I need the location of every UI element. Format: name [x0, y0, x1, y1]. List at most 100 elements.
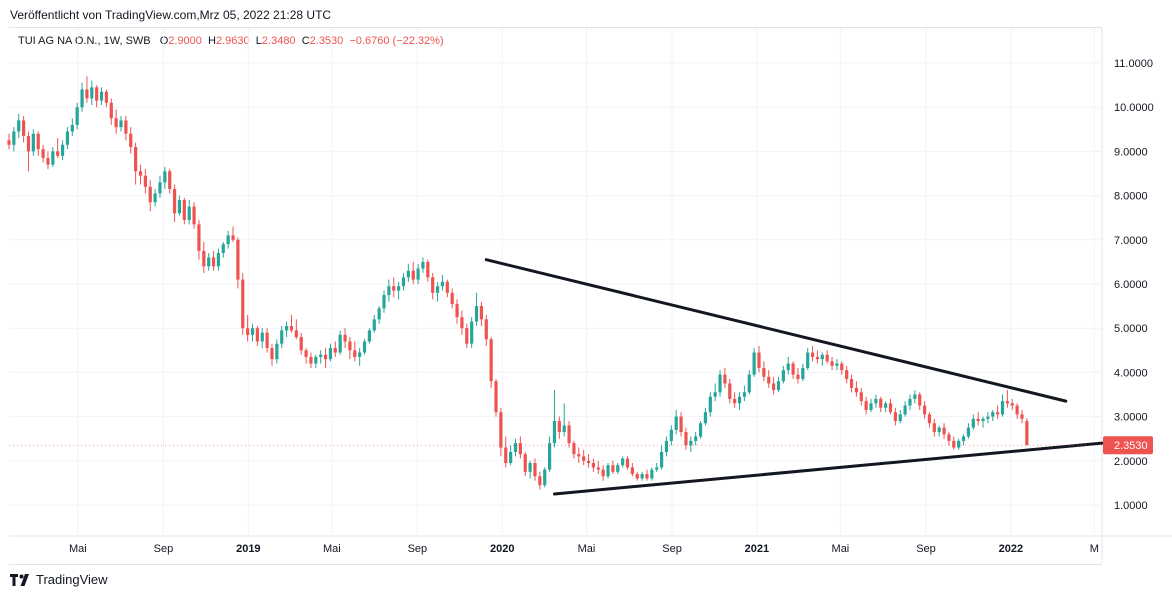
candle-body — [319, 354, 323, 357]
candle — [104, 89, 109, 108]
candle — [333, 341, 337, 357]
candle — [659, 445, 664, 470]
candle — [1020, 409, 1024, 424]
candle-body — [572, 443, 576, 455]
candle-body — [250, 328, 255, 335]
candle — [299, 332, 303, 355]
candle — [840, 361, 844, 375]
candle — [976, 412, 980, 426]
time-tick-label: Sep — [662, 543, 682, 555]
candle — [820, 352, 824, 366]
trendlines — [484, 258, 1104, 496]
candle-body — [728, 383, 732, 399]
candle-body — [747, 374, 751, 393]
candle — [392, 277, 396, 298]
candle-body — [36, 133, 40, 150]
candle — [358, 348, 362, 366]
candle — [397, 281, 401, 300]
high-label: H — [208, 35, 216, 47]
candle — [382, 290, 386, 313]
candle-body — [1000, 401, 1005, 415]
candle-body — [986, 416, 990, 419]
candle — [1005, 390, 1009, 408]
candle-body — [737, 396, 742, 404]
price-tick-label: 7.0000 — [1114, 235, 1148, 247]
candle-body — [859, 392, 863, 402]
time-tick-label: Sep — [154, 543, 174, 555]
candle-body — [698, 423, 703, 437]
candle-body — [567, 425, 571, 444]
candle — [275, 339, 279, 364]
candle — [323, 348, 328, 368]
candle — [586, 454, 591, 468]
candle — [723, 367, 727, 388]
candle-body — [562, 425, 566, 433]
candle — [913, 390, 917, 404]
candle-body — [757, 352, 761, 368]
candle-body — [1020, 414, 1024, 419]
grid-lines — [9, 28, 1172, 563]
time-tick-label: 2021 — [745, 543, 769, 555]
candle — [221, 242, 225, 258]
candle-body — [246, 328, 250, 335]
candle — [80, 82, 84, 112]
candle — [119, 116, 123, 132]
candle — [957, 438, 961, 450]
candle-body — [791, 363, 795, 375]
change-value: −0.6760 (−22.32%) — [349, 35, 444, 47]
candle — [51, 146, 55, 167]
candle-body — [903, 405, 907, 415]
high-value: 2.9630 — [216, 35, 250, 47]
candle — [168, 169, 172, 194]
candle — [650, 467, 654, 481]
candle-body — [961, 436, 966, 441]
candle-body — [723, 374, 727, 384]
candle — [416, 264, 420, 284]
candle-body — [854, 387, 859, 393]
candle-body — [499, 412, 503, 448]
candle-body — [679, 416, 683, 433]
candle — [996, 405, 1000, 419]
candle-body — [966, 427, 971, 437]
candle-body — [528, 463, 532, 472]
candle — [518, 436, 522, 459]
candle — [815, 350, 820, 364]
candle — [845, 365, 849, 384]
candle — [509, 445, 513, 466]
candle — [435, 281, 440, 302]
candle-body — [31, 133, 35, 152]
candle-body — [616, 465, 620, 472]
candle-body — [109, 102, 113, 119]
candle-body — [158, 182, 162, 194]
candle-body — [991, 412, 995, 417]
candle — [22, 116, 26, 143]
candle — [937, 425, 941, 437]
candle — [757, 345, 761, 373]
candle-body — [338, 334, 342, 353]
candle-body — [922, 405, 927, 415]
candle-body — [888, 403, 893, 413]
candle — [791, 361, 795, 380]
time-tick-label: 2019 — [236, 543, 260, 555]
candle — [942, 423, 946, 439]
candle — [426, 259, 430, 282]
tradingview-logo[interactable]: TradingView — [10, 572, 108, 587]
candle-body — [494, 381, 498, 413]
candle-body — [323, 354, 328, 360]
candle — [226, 230, 230, 249]
candle — [489, 337, 493, 388]
candle — [7, 133, 11, 150]
candle-body — [557, 421, 561, 433]
candle-body — [104, 91, 109, 103]
candle — [46, 151, 50, 170]
candle-body — [835, 363, 839, 366]
candle-body — [343, 334, 347, 342]
candle — [674, 409, 678, 435]
candle-body — [772, 383, 776, 391]
candle — [879, 396, 883, 413]
candle-body — [879, 398, 883, 408]
time-axis: Mai Sep 2019 Mai Sep 2020 Mai Sep 2021 Mai Sep 2022… — [69, 543, 1099, 555]
candle-body — [577, 454, 581, 457]
symbol-name: TUI AG NA O.N., 1W, SWB — [18, 35, 151, 47]
